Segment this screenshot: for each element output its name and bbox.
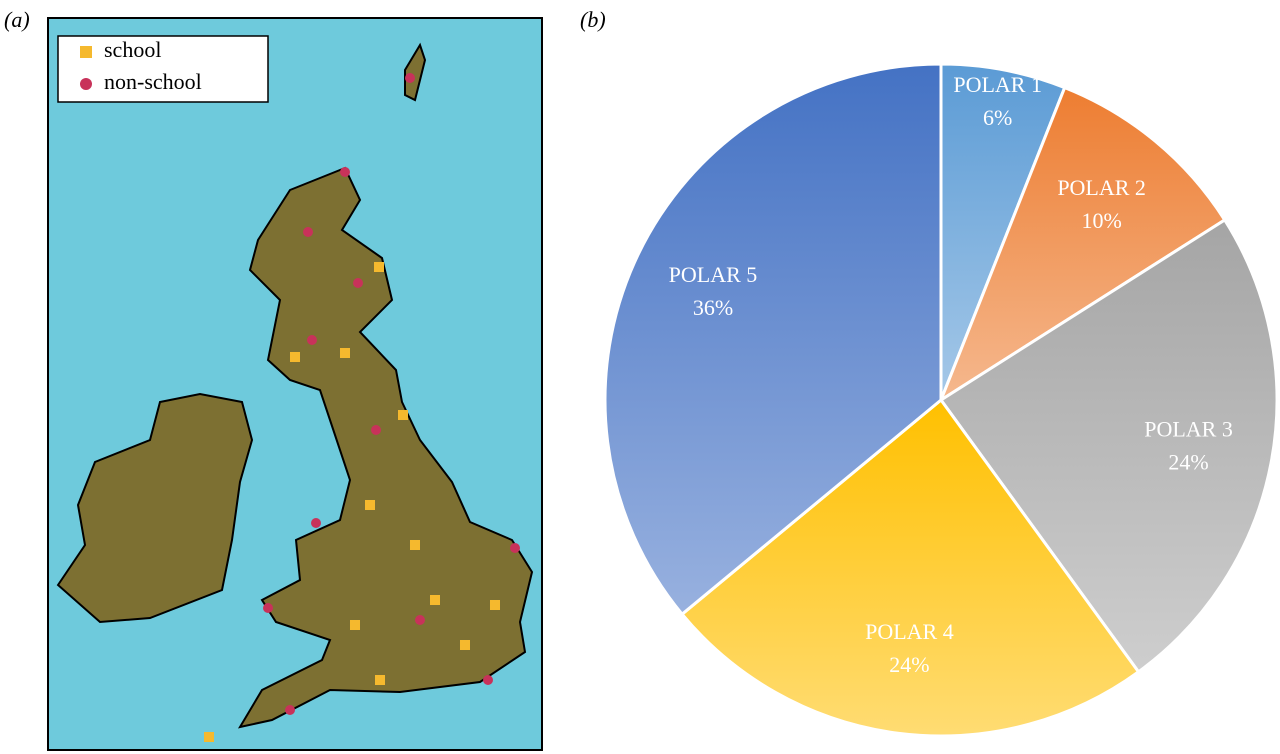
school-point [204, 732, 214, 742]
great-britain [237, 166, 534, 729]
non-school-point [371, 425, 381, 435]
legend-marker [80, 46, 92, 58]
school-point [374, 262, 384, 272]
slice-category: POLAR 5 [669, 262, 758, 287]
pie-chart: POLAR 1 6% POLAR 2 10% POLAR 3 24% POLAR 4 24% P… [603, 62, 1279, 738]
slice-value-label: 6% [983, 105, 1012, 130]
legend [57, 35, 269, 103]
slice-category: POLAR 3 [1144, 416, 1233, 441]
slice-value-label: 36% [693, 295, 733, 320]
legend-items: school non-school [80, 37, 202, 94]
non-school-point [415, 615, 425, 625]
panel-label: (b) [580, 7, 606, 32]
school-point [365, 500, 375, 510]
school-point [430, 595, 440, 605]
school-point [410, 540, 420, 550]
slice-value-label: 10% [1081, 208, 1121, 233]
non-school-point [510, 543, 520, 553]
pie-slice [939, 62, 1067, 401]
pie-slice [938, 217, 1279, 674]
map-points [204, 73, 520, 742]
non-school-point [311, 518, 321, 528]
school-point [375, 675, 385, 685]
legend-label: school [104, 37, 161, 62]
non-school-point [340, 167, 350, 177]
non-school-point [303, 227, 313, 237]
panel-label: (a) [4, 7, 30, 32]
slice-category: POLAR 1 [953, 72, 1042, 97]
legend-label: non-school [104, 69, 202, 94]
school-point [340, 348, 350, 358]
shetland [404, 42, 427, 102]
non-school-point [307, 335, 317, 345]
legend-marker [80, 78, 92, 90]
non-school-point [405, 73, 415, 83]
slice-category: POLAR 2 [1057, 175, 1146, 200]
map-panel: school non-school [47, 17, 543, 751]
non-school-point [285, 705, 295, 715]
non-school-point [263, 603, 273, 613]
school-point [460, 640, 470, 650]
school-point [290, 352, 300, 362]
non-school-point [353, 278, 363, 288]
school-point [398, 410, 408, 420]
ireland [56, 392, 254, 624]
school-point [490, 600, 500, 610]
slice-value-label: 24% [1168, 449, 1208, 474]
non-school-point [483, 675, 493, 685]
pie-slice [679, 397, 1141, 738]
pie-slice [937, 85, 1227, 404]
slice-value-label: 24% [889, 652, 929, 677]
pie-slice [603, 62, 943, 617]
slice-category: POLAR 4 [865, 619, 954, 644]
school-point [350, 620, 360, 630]
